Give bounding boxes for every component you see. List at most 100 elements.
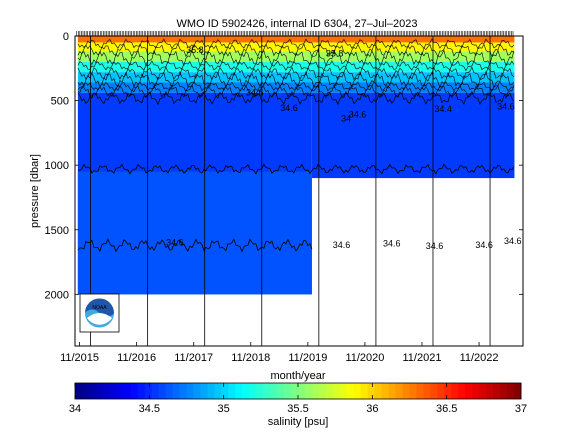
colorbar-cell bbox=[458, 383, 466, 399]
salinity-layer bbox=[311, 61, 515, 73]
contour-line bbox=[77, 70, 515, 89]
contour-label: 34.6 bbox=[504, 236, 522, 246]
svg-text:NOAA: NOAA bbox=[92, 305, 107, 311]
noaa-logo: NOAA bbox=[79, 293, 120, 333]
contour-line bbox=[77, 66, 515, 81]
colorbar-cell bbox=[242, 383, 250, 399]
colorbar-cell bbox=[325, 383, 334, 399]
colorbar-cell bbox=[430, 383, 438, 399]
contour-label: 34 bbox=[341, 113, 351, 123]
colorbar-cell bbox=[263, 383, 271, 399]
colorbar-tick-label: 35.5 bbox=[287, 403, 308, 415]
contour-line bbox=[77, 84, 515, 99]
colorbar-cell bbox=[381, 383, 390, 399]
contour-line bbox=[77, 49, 515, 67]
salinity-layers bbox=[77, 36, 515, 295]
chart-title: WMO ID 5902426, internal ID 6304, 27–Jul… bbox=[177, 18, 418, 30]
colorbar-cell bbox=[493, 383, 501, 399]
x-tick-label: 11/2016 bbox=[117, 352, 156, 364]
colorbar-cell bbox=[402, 383, 410, 399]
colorbar-cell bbox=[214, 383, 222, 399]
colorbar-cell bbox=[200, 383, 208, 399]
colorbar: 34 34.5 35 35.5 36 36.5 37 salinity [psu] bbox=[69, 382, 527, 428]
colorbar-cell bbox=[116, 383, 125, 399]
salinity-layer bbox=[311, 72, 515, 83]
salinity-layer bbox=[311, 42, 515, 52]
colorbar-cell bbox=[304, 383, 313, 399]
colorbar-cell bbox=[360, 383, 369, 399]
colorbar-label: salinity [psu] bbox=[268, 416, 329, 428]
y-tick-label: 0 bbox=[63, 31, 69, 43]
colorbar-cell bbox=[144, 383, 153, 399]
y-tick-label: 500 bbox=[51, 96, 69, 108]
contour-label: 35.8 bbox=[186, 45, 204, 55]
contour-label: 34.6 bbox=[280, 103, 298, 113]
colorbar-cell bbox=[332, 383, 341, 399]
salinity-layer bbox=[77, 171, 312, 295]
profile-tick-marks bbox=[76, 31, 514, 36]
contour-line bbox=[77, 43, 515, 58]
x-axis: 11/2015 11/2016 11/2017 11/2018 11/2019 11/20… bbox=[60, 342, 499, 364]
colorbar-cell bbox=[186, 383, 194, 399]
x-tick-label: 11/2018 bbox=[231, 352, 270, 364]
colorbar-cell bbox=[311, 383, 320, 399]
y-tick-label: 1500 bbox=[45, 225, 69, 237]
colorbar-cell bbox=[437, 383, 445, 399]
colorbar-cell bbox=[367, 383, 376, 399]
contour-line bbox=[77, 38, 515, 50]
contour-label: 34.4 bbox=[434, 104, 452, 114]
colorbar-cell bbox=[353, 383, 362, 399]
colorbar-cell bbox=[221, 383, 229, 399]
contour-label: 34.6 bbox=[333, 240, 351, 250]
x-tick-label: 11/2015 bbox=[60, 352, 99, 364]
colorbar-cell bbox=[444, 383, 452, 399]
salinity-layer bbox=[77, 42, 312, 52]
colorbar-tick-label: 37 bbox=[515, 403, 527, 415]
contour-label: 35.8 bbox=[326, 49, 344, 59]
colorbar-cell bbox=[137, 383, 146, 399]
salinity-layer bbox=[77, 36, 312, 43]
colorbar-cell bbox=[395, 383, 404, 399]
colorbar-cell bbox=[249, 383, 257, 399]
colorbar-tick-label: 35 bbox=[218, 403, 230, 415]
plot-frame bbox=[74, 35, 524, 347]
contour-label: 34.6 bbox=[349, 109, 367, 119]
contour-line bbox=[77, 163, 515, 175]
colorbar-cell bbox=[123, 383, 132, 399]
colorbar-cell bbox=[298, 383, 306, 399]
colorbar-cell bbox=[346, 383, 355, 399]
colorbar-cell bbox=[507, 383, 515, 399]
y-axis: 0 500 1000 1500 2000 bbox=[45, 31, 523, 301]
colorbar-cell bbox=[165, 383, 174, 399]
contour-label: 34.6 bbox=[383, 239, 401, 249]
colorbar-tick-label: 36.5 bbox=[436, 403, 457, 415]
contour-line bbox=[77, 80, 514, 92]
contour-line bbox=[77, 60, 515, 72]
colorbar-cell bbox=[472, 383, 480, 399]
salinity-layer bbox=[77, 82, 312, 93]
y-tick-label: 2000 bbox=[45, 289, 69, 301]
contour-label: 34.6 bbox=[475, 240, 493, 250]
colorbar-cell bbox=[409, 383, 417, 399]
contour-label: 34.6 bbox=[497, 102, 515, 112]
colorbar-cell bbox=[374, 383, 383, 399]
colorbar-cell bbox=[284, 383, 292, 399]
y-tick-label: 1000 bbox=[45, 160, 69, 172]
colorbar-cell bbox=[318, 383, 327, 399]
contour-line bbox=[77, 237, 313, 253]
colorbar-tick-label: 36 bbox=[366, 403, 378, 415]
colorbar-cell bbox=[479, 383, 487, 399]
contour-label: 34.6 bbox=[166, 237, 184, 247]
salinity-layer bbox=[311, 92, 515, 179]
x-tick-label: 11/2022 bbox=[460, 352, 499, 364]
colorbar-cell bbox=[416, 383, 424, 399]
colorbar-cell bbox=[514, 383, 522, 399]
x-tick-label: 11/2017 bbox=[174, 352, 213, 364]
colorbar-cell bbox=[130, 383, 139, 399]
colorbar-cell bbox=[75, 383, 83, 399]
colorbar-cell bbox=[81, 383, 90, 399]
colorbar-cell bbox=[423, 383, 431, 399]
x-tick-label: 11/2021 bbox=[403, 352, 442, 364]
